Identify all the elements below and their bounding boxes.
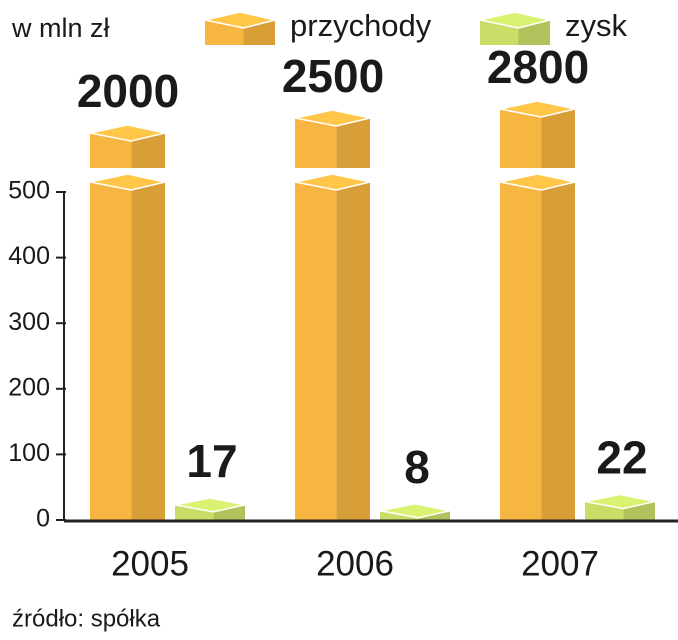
face-left: [90, 182, 132, 520]
face-top: [174, 497, 246, 513]
face-right: [131, 182, 165, 520]
face-left: [500, 182, 542, 520]
value-label: 2000: [77, 65, 179, 117]
face-top: [89, 124, 166, 142]
face-top: [89, 173, 166, 191]
x-tick-label: 2006: [316, 544, 394, 583]
face-right: [131, 133, 165, 168]
value-label: 2500: [282, 50, 384, 102]
face-top: [479, 11, 551, 29]
face-top: [294, 109, 371, 127]
y-tick-label: 500: [8, 177, 50, 205]
x-tick-label: 2005: [111, 544, 189, 583]
face-left: [500, 109, 542, 168]
value-label: 2800: [487, 41, 589, 93]
face-right: [623, 501, 655, 520]
y-tick-label: 0: [36, 505, 50, 533]
face-right: [541, 109, 575, 168]
bar: [584, 493, 656, 520]
subtitle: w mln zł: [11, 13, 110, 43]
value-label: 22: [596, 432, 647, 484]
face-right: [541, 182, 575, 520]
face-left: [295, 182, 337, 520]
legend-item: zysk: [479, 8, 628, 45]
bar: [294, 109, 371, 520]
face-left: [295, 118, 337, 168]
face-left: [585, 501, 624, 520]
source: źródło: spółka: [12, 605, 161, 632]
face-top: [204, 11, 276, 29]
face-top: [499, 173, 576, 191]
y-tick-label: 300: [8, 308, 50, 336]
face-top: [294, 173, 371, 191]
value-label: 17: [186, 435, 237, 487]
face-right: [336, 118, 370, 168]
bar: [89, 124, 166, 520]
legend-label: przychody: [290, 8, 432, 43]
legend-label: zysk: [565, 8, 628, 43]
bar: [379, 502, 451, 520]
face-right: [336, 182, 370, 520]
y-tick-label: 100: [8, 439, 50, 467]
bar: [499, 100, 576, 520]
face-top: [499, 100, 576, 118]
value-label: 8: [404, 441, 430, 493]
face-left: [90, 133, 132, 168]
face-left: [175, 504, 214, 520]
legend-item: przychody: [204, 8, 432, 45]
y-tick-label: 400: [8, 242, 50, 270]
y-tick-label: 200: [8, 373, 50, 401]
x-tick-label: 2007: [521, 544, 599, 583]
face-top: [379, 502, 451, 519]
face-top: [584, 493, 656, 510]
face-right: [213, 504, 245, 520]
bar: [174, 497, 246, 520]
